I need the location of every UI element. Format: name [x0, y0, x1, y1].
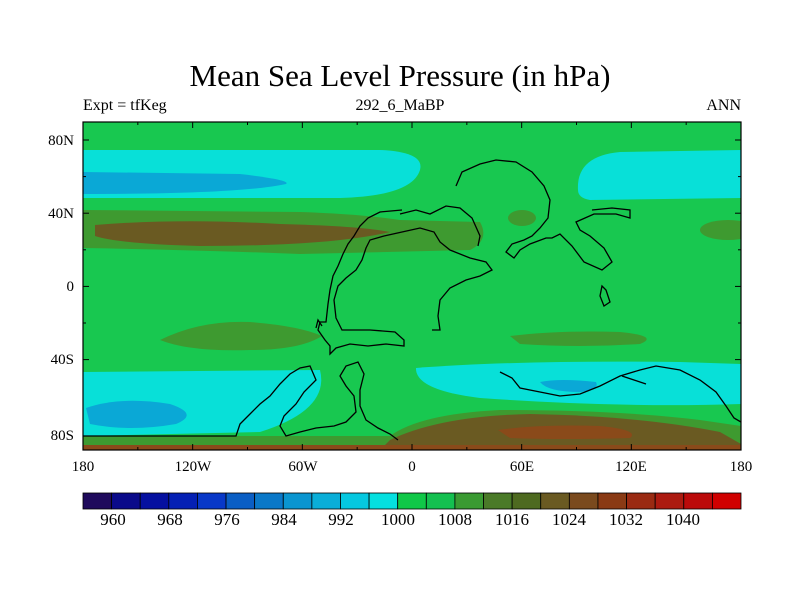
lat-label-80n: 80N: [48, 133, 74, 149]
colorbar-label-1024: 1024: [552, 510, 586, 529]
lon-label-60e: 60E: [509, 459, 535, 475]
south-tropical-high-west: [160, 321, 322, 351]
lon-label-180e: 180: [729, 459, 753, 475]
colorbar-box: [82, 492, 113, 510]
colorbar-box: [254, 492, 284, 510]
lon-label-60w: 60W: [288, 459, 318, 475]
colorbar-box: [511, 492, 542, 510]
colorbar-label-1000: 1000: [381, 510, 415, 529]
colorbar-label-1008: 1008: [438, 510, 472, 529]
southern-low-core-east: [540, 380, 597, 392]
axis-ticks: [82, 122, 742, 450]
colorbar-label-960: 960: [100, 510, 126, 529]
colorbar-label-1040: 1040: [666, 510, 700, 529]
lon-label-120e: 120E: [615, 459, 647, 475]
colorbar-box: [711, 492, 742, 510]
colorbar-box: [597, 492, 627, 510]
season-label: ANN: [706, 97, 741, 114]
south-tropical-high-east: [510, 331, 647, 346]
colorbar-box: [311, 492, 341, 510]
colorbar-box: [282, 492, 313, 510]
colorbar-box: [197, 492, 227, 510]
colorbar-box: [626, 492, 656, 510]
colorbar-label-968: 968: [157, 510, 183, 529]
lat-label-40s: 40S: [50, 352, 74, 368]
colorbar-label-984: 984: [271, 510, 297, 529]
lat-label-40n: 40N: [48, 206, 74, 222]
southern-low-core-west: [86, 400, 187, 428]
colorbar-label-1016: 1016: [495, 510, 529, 529]
north-high-east: [508, 210, 536, 226]
period-label: 292_6_MaBP: [355, 97, 445, 114]
map-title: Mean Sea Level Pressure (in hPa): [189, 58, 611, 93]
colorbar-label-976: 976: [214, 510, 240, 529]
north-east-low: [577, 150, 741, 200]
colorbar-box: [397, 492, 427, 510]
colorbar-box: [368, 492, 399, 510]
colorbar-box: [454, 492, 484, 510]
colorbar-box: [139, 492, 170, 510]
experiment-label: Expt = tfKeg: [83, 97, 167, 114]
lon-label-180w: 180: [71, 459, 95, 475]
colorbar-box: [654, 492, 685, 510]
north-low-core: [83, 172, 287, 194]
north-high-core: [95, 221, 390, 246]
colorbar-box: [483, 492, 513, 510]
north-high-far-east: [700, 220, 741, 240]
coastline: [83, 159, 741, 441]
colorbar-label-1032: 1032: [609, 510, 643, 529]
colorbar-box: [225, 492, 256, 510]
colorbar-box: [168, 492, 198, 510]
lon-label-0: 0: [408, 459, 416, 475]
colorbar-box: [111, 492, 141, 510]
colorbar-label-992: 992: [328, 510, 354, 529]
colorbar-box: [540, 492, 570, 510]
lon-label-120w: 120W: [174, 459, 212, 475]
antarctic-high-peak: [498, 425, 632, 439]
colorbar-box: [425, 492, 456, 510]
lat-label-80s: 80S: [50, 428, 74, 444]
lat-label-0: 0: [66, 279, 75, 295]
colorbar-box: [683, 492, 713, 510]
colorbar-box: [568, 492, 599, 510]
colorbar-box: [340, 492, 370, 510]
